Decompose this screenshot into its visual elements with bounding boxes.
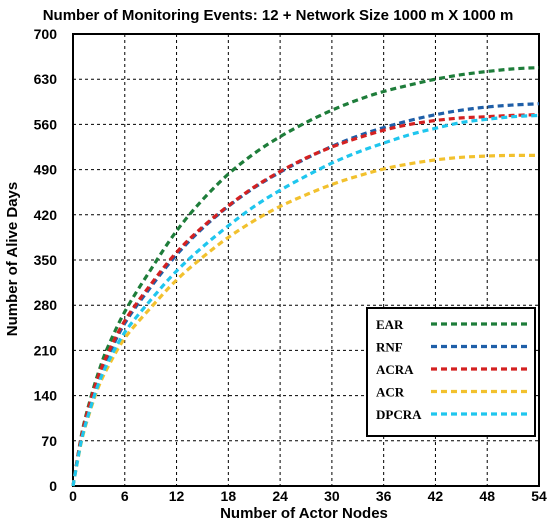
legend-label-acra: ACRA [376,362,414,377]
legend-label-dpcra: DPCRA [376,407,422,422]
x-tick-label: 6 [121,488,129,504]
x-tick-label: 36 [376,488,392,504]
y-tick-label: 70 [41,433,57,449]
x-tick-label: 0 [69,488,77,504]
x-tick-label: 54 [531,488,547,504]
series-lines [71,66,540,487]
x-tick-label: 12 [169,488,185,504]
y-axis-ticks: 0 70 140 210 280 350 420 490 560 630 700 [34,26,58,494]
y-tick-label: 280 [34,297,58,313]
series-line-acra [71,113,540,487]
legend-label-rnf: RNF [376,340,403,355]
x-tick-label: 42 [428,488,444,504]
series-line-ear [71,66,540,487]
series-line-dpcra [71,113,540,487]
x-tick-label: 30 [324,488,340,504]
x-tick-label: 18 [221,488,237,504]
y-tick-label: 560 [34,116,58,132]
y-tick-label: 210 [34,342,58,358]
y-tick-label: 0 [49,478,57,494]
chart-title: Number of Monitoring Events: 12 + Networ… [43,7,514,24]
y-tick-label: 140 [34,388,58,404]
y-tick-label: 420 [34,207,58,223]
y-tick-label: 700 [34,26,58,42]
legend: EAR RNF ACRA ACR DPCRA [366,307,536,437]
y-tick-label: 490 [34,162,58,178]
x-axis-ticks: 0 6 12 18 24 30 36 42 48 54 [69,488,547,504]
legend-label-acr: ACR [376,385,405,400]
legend-label-ear: EAR [376,317,404,332]
x-tick-label: 48 [479,488,495,504]
x-axis-label: Number of Actor Nodes [220,505,388,522]
y-axis-label: Number of Alive Days [4,182,21,337]
y-tick-label: 350 [34,252,58,268]
y-tick-label: 630 [34,71,58,87]
plot-area-frame [72,33,540,487]
x-tick-label: 24 [272,488,288,504]
